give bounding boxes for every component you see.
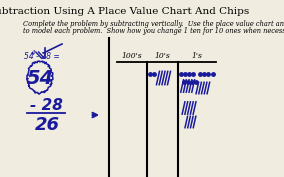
Text: Subtraction Using A Place Value Chart And Chips: Subtraction Using A Place Value Chart An… [0,7,249,16]
Text: 10's: 10's [154,52,170,60]
Text: 1's: 1's [191,52,202,60]
Text: 54 - 28 =: 54 - 28 = [24,52,60,61]
Text: - 28: - 28 [30,98,63,113]
Text: 100's: 100's [122,52,142,60]
Text: 26: 26 [34,116,59,134]
Text: Complete the problem by subtracting vertically.  Use the place value chart and c: Complete the problem by subtracting vert… [23,20,284,28]
Text: to model each problem.  Show how you change 1 ten for 10 ones when necessary.: to model each problem. Show how you chan… [23,27,284,35]
Text: 54: 54 [26,68,53,87]
Text: 4: 4 [31,50,35,56]
